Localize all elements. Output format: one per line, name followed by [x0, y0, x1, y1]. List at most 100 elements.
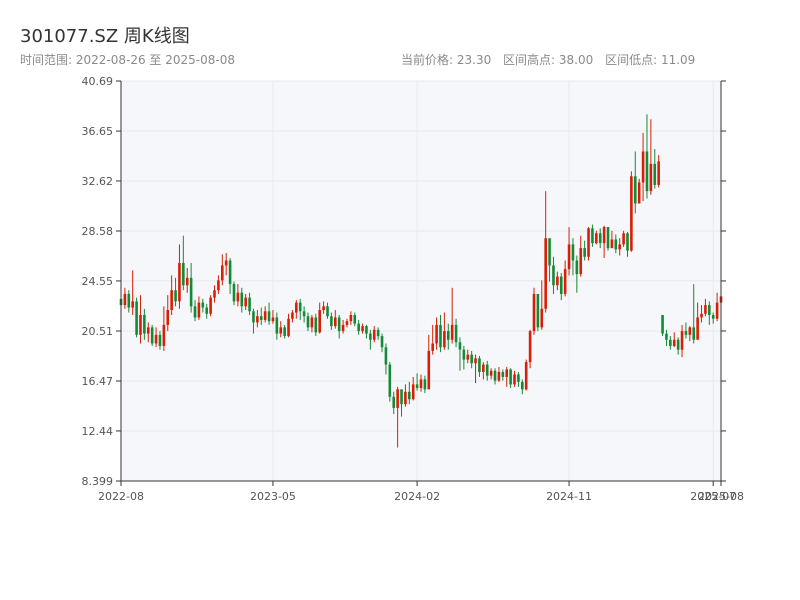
candle	[446, 323, 450, 350]
candle	[591, 224, 594, 247]
candle	[704, 298, 707, 317]
candle	[427, 334, 431, 390]
candle-body	[708, 305, 711, 315]
candle-body	[376, 329, 380, 337]
candle	[431, 324, 434, 355]
candle-body	[556, 276, 559, 286]
candle-body	[197, 302, 201, 318]
candle-body	[150, 327, 154, 344]
candle	[598, 228, 602, 249]
x-tick-label: 2024-02	[394, 490, 440, 503]
y-tick-label: 40.69	[82, 75, 114, 88]
candle	[540, 280, 544, 330]
candle-body	[408, 391, 411, 400]
candle	[614, 234, 618, 254]
candle	[474, 354, 477, 384]
candle-body	[680, 331, 684, 350]
candle-body	[154, 334, 158, 344]
candle-body	[217, 280, 220, 291]
candle-body	[649, 163, 653, 192]
candle	[275, 312, 279, 340]
candle-body	[532, 293, 536, 332]
candle	[575, 255, 579, 293]
candle-body	[283, 327, 286, 337]
x-tick-label: 2024-11	[546, 490, 592, 503]
candle	[310, 314, 314, 333]
candle-body	[571, 244, 575, 261]
candle	[567, 227, 571, 276]
candle-body	[544, 238, 547, 309]
candle	[637, 178, 641, 204]
candle	[220, 254, 224, 286]
y-tick-label: 8.399	[82, 475, 114, 488]
y-tick-label: 12.44	[82, 425, 114, 438]
candle	[135, 297, 138, 338]
candle-body	[291, 312, 294, 319]
candle-body	[676, 339, 680, 350]
candle-body	[404, 391, 407, 405]
candle-body	[536, 293, 540, 328]
candle-body	[478, 358, 481, 372]
candle-body	[630, 176, 633, 251]
candle	[357, 319, 360, 335]
candle-body	[174, 290, 177, 302]
candle-body	[357, 323, 360, 332]
candle-body	[314, 317, 318, 333]
candle-body	[380, 336, 384, 348]
candle-body	[552, 265, 555, 286]
candle	[602, 225, 606, 259]
candle	[493, 368, 497, 385]
candle-body	[591, 228, 594, 244]
candle	[400, 389, 403, 417]
candle-body	[575, 260, 579, 275]
candle-body	[182, 262, 185, 286]
candle	[587, 227, 590, 261]
candle-body	[178, 262, 181, 302]
candle-body	[193, 306, 197, 318]
candle	[197, 296, 201, 320]
candle	[318, 302, 322, 334]
candle	[158, 331, 162, 350]
candle	[178, 244, 181, 309]
candle	[470, 350, 473, 369]
candle-body	[259, 316, 263, 320]
current-price-text: 当前价格: 23.30	[401, 53, 492, 67]
candle-body	[131, 301, 134, 308]
candle-body	[361, 326, 364, 332]
candle-body	[548, 238, 551, 266]
candle-body	[482, 364, 485, 372]
candle-body	[369, 333, 372, 340]
candle	[150, 324, 154, 346]
candle	[622, 230, 625, 247]
candle-body	[524, 362, 528, 390]
candle	[649, 119, 653, 195]
candles	[119, 114, 723, 448]
candle	[513, 370, 516, 387]
candle	[182, 235, 185, 291]
candle	[174, 277, 177, 307]
candle	[676, 337, 680, 355]
candle	[341, 319, 345, 334]
candle-body	[489, 370, 493, 376]
candle-body	[641, 151, 645, 183]
candle	[583, 240, 586, 261]
y-tick-label: 24.55	[82, 275, 114, 288]
candle-body	[135, 301, 138, 335]
candle-body	[244, 297, 247, 307]
candle	[517, 371, 520, 387]
candle-body	[248, 297, 251, 312]
candle	[384, 343, 388, 375]
candle-body	[302, 311, 306, 317]
candle	[630, 171, 633, 252]
candle-body	[450, 324, 454, 340]
axes	[116, 80, 726, 486]
candle	[684, 322, 688, 339]
candle	[170, 275, 173, 315]
candle	[353, 312, 357, 327]
candle-body	[279, 327, 283, 334]
candle-body	[158, 334, 162, 346]
candle	[408, 381, 411, 405]
candle-body	[446, 331, 450, 340]
candle-body	[528, 331, 532, 363]
candle-body	[263, 311, 267, 320]
